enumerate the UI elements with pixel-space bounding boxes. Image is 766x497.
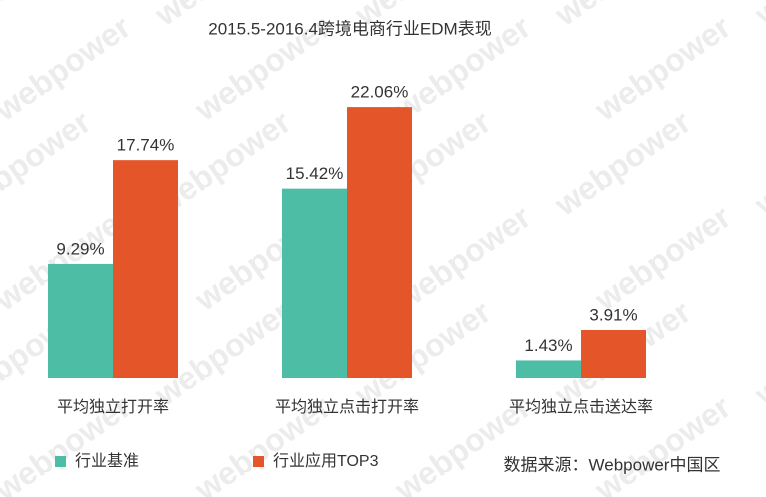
watermark: webpower <box>587 198 737 318</box>
bar <box>113 160 178 378</box>
legend-label: 行业基准 <box>75 452 139 470</box>
watermark: webpower <box>547 103 697 223</box>
source-note: 数据来源：Webpower中国区 <box>504 455 721 474</box>
value-label: 1.43% <box>524 336 572 355</box>
watermark: webpower <box>587 8 737 128</box>
value-label: 9.29% <box>56 239 104 258</box>
x-tick-label: 平均独立点击打开率 <box>275 398 419 416</box>
x-tick-label: 平均独立打开率 <box>57 398 169 416</box>
legend-swatch <box>55 456 66 467</box>
value-label: 17.74% <box>117 136 175 155</box>
watermark: webpower <box>747 293 766 413</box>
chart-title: 2015.5-2016.4跨境电商行业EDM表现 <box>208 19 491 38</box>
x-tick-label: 平均独立点击送达率 <box>509 398 653 416</box>
bar <box>48 263 113 378</box>
legend-label: 行业应用TOP3 <box>273 451 379 470</box>
value-label: 15.42% <box>286 164 344 183</box>
value-label: 3.91% <box>589 305 637 324</box>
watermark: webpower <box>547 0 697 33</box>
bar <box>581 329 646 378</box>
watermark: webpower <box>747 0 766 33</box>
watermark: webpower <box>0 0 97 33</box>
bar <box>516 360 581 378</box>
bar <box>347 107 412 378</box>
value-label: 22.06% <box>351 83 409 102</box>
bar <box>282 188 347 378</box>
legend-swatch <box>253 456 264 467</box>
watermark: webpower <box>747 103 766 223</box>
